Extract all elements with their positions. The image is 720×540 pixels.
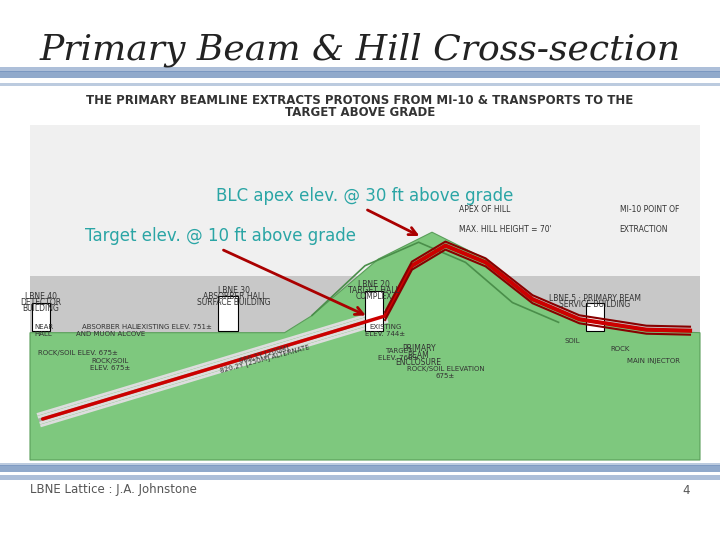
Text: LBNE 40: LBNE 40	[25, 292, 57, 301]
Text: ENCLOSURE: ENCLOSURE	[395, 357, 441, 367]
Bar	[30, 276, 700, 460]
Text: 4: 4	[683, 483, 690, 496]
Text: SURFACE BUILDING: SURFACE BUILDING	[197, 298, 271, 307]
Bar	[32, 303, 50, 330]
Bar	[217, 296, 238, 330]
Bar	[586, 303, 604, 330]
Text: ELEV. 675±: ELEV. 675±	[90, 364, 130, 370]
Text: Primary Beam & Hill Cross-section: Primary Beam & Hill Cross-section	[40, 33, 680, 68]
Text: COMPLEX: COMPLEX	[356, 292, 392, 301]
Text: BEAM: BEAM	[408, 350, 429, 360]
Text: APEX OF HILL: APEX OF HILL	[459, 205, 510, 214]
Text: ELEV. 760±: ELEV. 760±	[378, 355, 419, 361]
Text: 675±: 675±	[436, 373, 455, 379]
Text: ROCK/SOIL ELEVATION: ROCK/SOIL ELEVATION	[407, 366, 485, 372]
Text: LBNE Lattice : J.A. Johnstone: LBNE Lattice : J.A. Johnstone	[30, 483, 197, 496]
Text: SERVICE BUILDING: SERVICE BUILDING	[559, 300, 631, 309]
Text: EXISTING ELEV. 751±: EXISTING ELEV. 751±	[138, 323, 212, 330]
Bar	[0, 83, 720, 86]
Text: LBNE 20: LBNE 20	[358, 280, 390, 289]
Text: ROCK/SOIL ELEV. 675±: ROCK/SOIL ELEV. 675±	[38, 350, 118, 356]
Text: HALL: HALL	[34, 330, 52, 337]
Text: DETECTOR: DETECTOR	[20, 298, 62, 307]
Text: TARGET: TARGET	[385, 348, 412, 354]
Bar	[0, 465, 720, 472]
Text: ROCK: ROCK	[610, 346, 629, 352]
Text: EXTRACTION: EXTRACTION	[620, 225, 668, 234]
Text: ABSORBER HALL: ABSORBER HALL	[202, 292, 266, 301]
Polygon shape	[30, 232, 700, 460]
Text: TARGET HALL: TARGET HALL	[348, 286, 400, 295]
Text: LBNE 5 · PRIMARY BEAM: LBNE 5 · PRIMARY BEAM	[549, 294, 641, 303]
Text: ELEV. 744±: ELEV. 744±	[365, 330, 405, 337]
Text: ROCK/SOIL: ROCK/SOIL	[91, 357, 129, 364]
Text: BLC apex elev. @ 30 ft above grade: BLC apex elev. @ 30 ft above grade	[216, 187, 513, 205]
Text: PRIMARY: PRIMARY	[402, 343, 436, 353]
Text: AND MUON ALCOVE: AND MUON ALCOVE	[76, 330, 145, 337]
Bar	[0, 71, 720, 78]
Bar	[0, 475, 720, 480]
Text: 820.2Y [250M] ALTERNATE: 820.2Y [250M] ALTERNATE	[219, 344, 310, 374]
Text: MAIN INJECTOR: MAIN INJECTOR	[626, 357, 680, 364]
Text: TARGET ABOVE GRADE: TARGET ABOVE GRADE	[285, 105, 435, 118]
Text: 686.1Y [200M]: 686.1Y [200M]	[239, 345, 290, 364]
Text: LBNE 30: LBNE 30	[218, 286, 251, 295]
Bar	[0, 463, 720, 466]
Bar	[0, 67, 720, 72]
Text: THE PRIMARY BEAMLINE EXTRACTS PROTONS FROM MI-10 & TRANSPORTS TO THE: THE PRIMARY BEAMLINE EXTRACTS PROTONS FR…	[86, 93, 634, 106]
Text: MAX. HILL HEIGHT = 70': MAX. HILL HEIGHT = 70'	[459, 225, 552, 234]
Text: BUILDING: BUILDING	[22, 303, 60, 313]
Text: SOIL: SOIL	[565, 338, 580, 343]
Text: EXISTING: EXISTING	[369, 323, 401, 330]
Text: Target elev. @ 10 ft above grade: Target elev. @ 10 ft above grade	[86, 227, 356, 245]
Text: MI-10 POINT OF: MI-10 POINT OF	[620, 205, 679, 214]
Text: ABSORBER HALL: ABSORBER HALL	[81, 323, 139, 330]
Text: NEAR: NEAR	[34, 323, 53, 330]
Bar	[365, 291, 383, 330]
Bar	[30, 125, 700, 276]
